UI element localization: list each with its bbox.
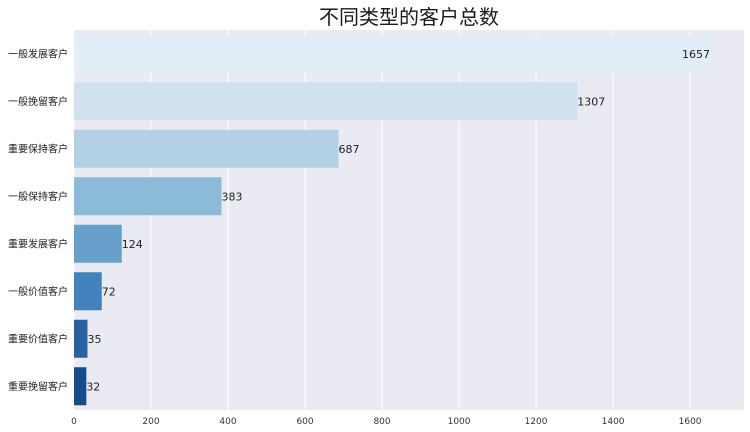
bars [74,34,713,406]
category-label: 一般挽留客户 [8,95,68,108]
category-label: 重要发展客户 [8,237,68,250]
bar [74,272,102,311]
chart-title: 不同类型的客户总数 [319,5,499,29]
category-label: 一般价值客户 [8,285,68,298]
category-labels: 一般发展客户一般挽留客户重要保持客户一般保持客户重要发展客户一般价值客户重要价值… [8,47,68,393]
category-label: 一般保持客户 [8,190,68,203]
value-label: 72 [102,285,116,298]
value-label: 383 [221,190,242,203]
bar [74,319,88,358]
value-label: 32 [86,380,100,393]
bar [74,367,87,406]
x-tick-label: 1200 [525,417,548,427]
x-tick-label: 400 [219,417,236,427]
value-label: 124 [122,238,143,251]
x-tick-label: 600 [296,417,313,427]
x-tick-label: 1400 [602,417,625,427]
x-tick-label: 200 [142,417,159,427]
value-label: 1307 [577,95,605,108]
x-tick-label: 0 [71,417,77,427]
category-label: 重要挽留客户 [8,380,68,393]
x-tick-label: 1600 [679,417,702,427]
bar [74,82,578,121]
value-label: 1657 [682,48,710,61]
value-label: 35 [87,333,101,346]
category-label: 一般发展客户 [8,47,68,60]
x-axis-ticks: 0 200 400 600 800 1000 1200 1400 1600 [71,417,702,427]
bar [74,129,339,168]
category-label: 重要价值客户 [8,332,68,345]
bar [74,224,122,263]
value-label: 687 [339,143,360,156]
category-label: 重要保持客户 [8,142,68,155]
bar [74,177,222,216]
x-tick-label: 800 [373,417,390,427]
value-labels: 1657 1307 687 383 124 72 35 32 [86,48,710,394]
bar [74,34,713,73]
x-tick-label: 1000 [448,417,471,427]
